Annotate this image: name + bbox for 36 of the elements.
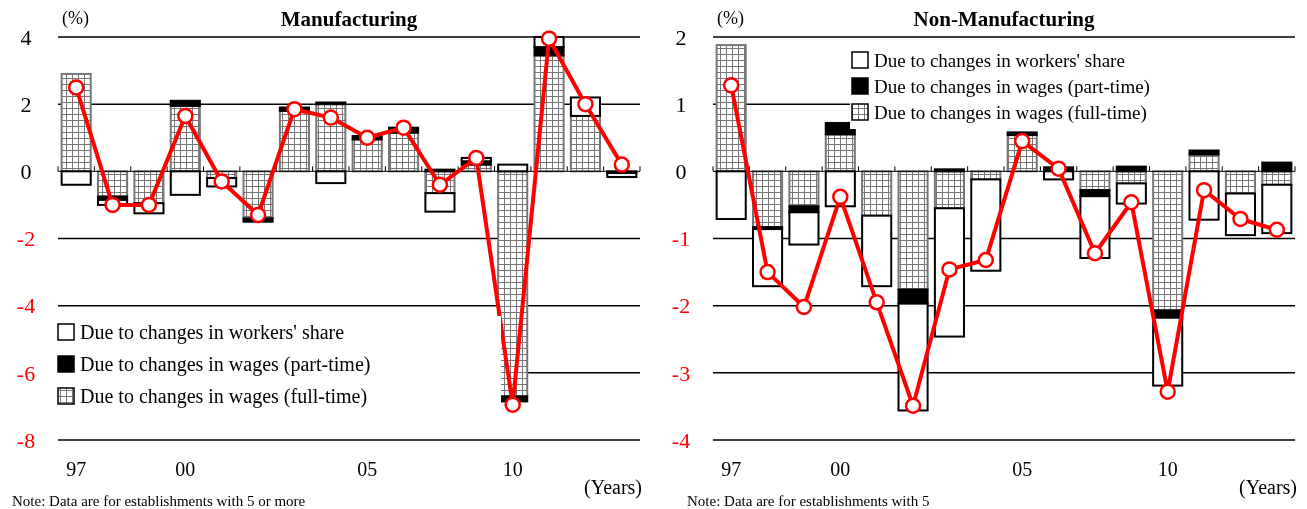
y-tick-label: 2 <box>20 91 32 117</box>
text: Note: Data are for establishments with 5 or more <box>12 493 306 509</box>
x-tick-label: 97 <box>721 458 742 480</box>
y-axis-title: (%) <box>717 8 744 29</box>
legend-label: Due to changes in wages (full-time) <box>80 385 368 408</box>
legend-label: Due to changes in wages (part-time) <box>80 353 371 376</box>
y-tick-label: 2 <box>675 24 687 50</box>
legend-label: Due to changes in workers' share <box>80 321 345 344</box>
legend-label: Due to changes in workers' share <box>874 49 1125 71</box>
legend-label: Due to changes in wages (part-time) <box>874 75 1150 98</box>
x-tick-label: 00 <box>175 458 196 480</box>
y-axis-title: (%) <box>62 8 89 29</box>
y-tick-label: 0 <box>675 159 687 185</box>
text: Note: Data are for establishments with 5 <box>687 493 930 509</box>
y-tick-label: -6 <box>16 360 36 386</box>
x-axis-title: (Years) <box>584 476 642 499</box>
y-tick-label: 0 <box>20 159 32 185</box>
x-tick-label: 10 <box>1157 458 1178 480</box>
x-tick-label: 05 <box>1012 458 1033 480</box>
y-tick-label: -8 <box>16 427 36 453</box>
y-tick-label: -4 <box>671 427 691 453</box>
y-tick-label: -1 <box>671 226 691 252</box>
x-tick-label: 00 <box>830 458 851 480</box>
y-tick-label: -2 <box>671 293 691 319</box>
legend-label: Due to changes in wages (full-time) <box>874 101 1147 124</box>
chart-title: Manufacturing <box>280 7 418 31</box>
y-tick-label: -4 <box>16 293 36 319</box>
x-tick-label: 05 <box>357 458 378 480</box>
y-tick-label: -2 <box>16 226 36 252</box>
x-tick-label: 10 <box>502 458 523 480</box>
chart-title: Non-Manufacturing <box>913 7 1095 31</box>
y-tick-label: 4 <box>20 24 32 50</box>
x-tick-label: 97 <box>66 458 87 480</box>
x-axis-title: (Years) <box>1239 476 1297 499</box>
y-tick-label: -3 <box>671 360 691 386</box>
y-tick-label: 1 <box>675 91 687 117</box>
